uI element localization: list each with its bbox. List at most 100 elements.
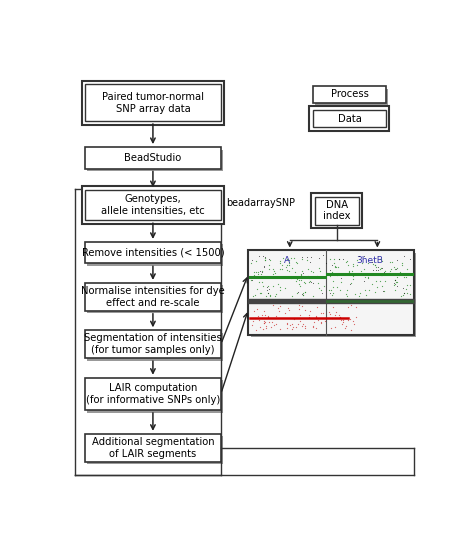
Point	[288, 320, 295, 329]
Point	[393, 281, 401, 290]
Point	[260, 319, 268, 328]
Point	[276, 283, 284, 292]
Point	[393, 256, 401, 265]
Point	[272, 292, 279, 301]
Point	[318, 285, 325, 294]
Point	[249, 291, 257, 300]
Point	[260, 262, 267, 270]
Point	[309, 321, 317, 330]
Point	[365, 274, 372, 283]
Text: BeadStudio: BeadStudio	[124, 153, 182, 163]
Point	[318, 318, 325, 326]
Point	[370, 269, 377, 278]
Point	[265, 255, 273, 264]
Point	[378, 263, 385, 272]
Point	[347, 301, 355, 310]
Point	[258, 267, 266, 276]
Point	[371, 261, 379, 270]
Point	[283, 324, 291, 333]
Point	[301, 324, 309, 333]
Point	[297, 276, 304, 284]
Point	[331, 263, 339, 272]
Point	[305, 311, 312, 320]
Point	[287, 321, 294, 330]
Point	[349, 259, 356, 268]
FancyBboxPatch shape	[85, 377, 221, 410]
Point	[310, 318, 318, 327]
Point	[393, 278, 401, 287]
Point	[397, 291, 404, 300]
Point	[297, 310, 304, 319]
Point	[295, 275, 303, 284]
Point	[301, 306, 309, 315]
Point	[294, 288, 301, 297]
Text: A: A	[284, 255, 291, 265]
Point	[292, 322, 300, 331]
Point	[343, 257, 351, 266]
Point	[247, 258, 255, 267]
Text: Remove intensities (< 1500): Remove intensities (< 1500)	[82, 248, 224, 258]
Point	[392, 278, 400, 287]
Point	[312, 312, 320, 321]
Point	[382, 277, 389, 286]
Point	[291, 253, 298, 262]
Point	[374, 263, 382, 272]
Point	[391, 279, 399, 288]
Point	[337, 278, 345, 287]
Point	[298, 254, 306, 263]
Point	[260, 316, 268, 325]
Point	[390, 281, 398, 290]
Point	[300, 277, 308, 286]
Point	[271, 321, 278, 330]
Point	[299, 301, 306, 310]
FancyBboxPatch shape	[82, 81, 224, 125]
Point	[266, 291, 273, 300]
Point	[400, 252, 408, 261]
Point	[277, 256, 284, 265]
Point	[332, 263, 340, 272]
Point	[319, 309, 327, 318]
Point	[326, 289, 334, 298]
Point	[391, 275, 399, 284]
Point	[281, 283, 288, 292]
Point	[328, 290, 335, 299]
Point	[283, 320, 291, 329]
Point	[254, 270, 261, 279]
FancyBboxPatch shape	[315, 113, 388, 129]
Point	[327, 265, 334, 274]
Point	[256, 267, 264, 276]
Point	[299, 322, 306, 331]
Point	[303, 253, 311, 262]
Point	[380, 267, 388, 276]
Point	[365, 272, 372, 281]
Point	[398, 260, 405, 269]
Point	[263, 286, 271, 295]
Text: 3hetB: 3hetB	[356, 255, 383, 265]
Point	[293, 259, 301, 268]
Point	[262, 253, 269, 262]
Point	[296, 279, 303, 288]
Point	[381, 267, 389, 276]
Point	[261, 310, 268, 319]
Point	[304, 264, 312, 273]
Point	[377, 270, 384, 279]
Point	[330, 254, 338, 263]
Point	[301, 287, 309, 296]
Point	[328, 260, 336, 269]
Point	[258, 311, 266, 320]
FancyBboxPatch shape	[85, 85, 221, 121]
Point	[269, 281, 276, 290]
Point	[396, 267, 403, 276]
Point	[314, 278, 321, 287]
Point	[255, 315, 263, 324]
Point	[309, 291, 317, 300]
Point	[307, 253, 315, 262]
Point	[399, 290, 407, 299]
Point	[361, 286, 368, 295]
Point	[286, 267, 293, 276]
Point	[300, 320, 307, 329]
Point	[330, 259, 338, 268]
Point	[368, 258, 376, 267]
Point	[400, 289, 408, 298]
Point	[265, 265, 273, 274]
